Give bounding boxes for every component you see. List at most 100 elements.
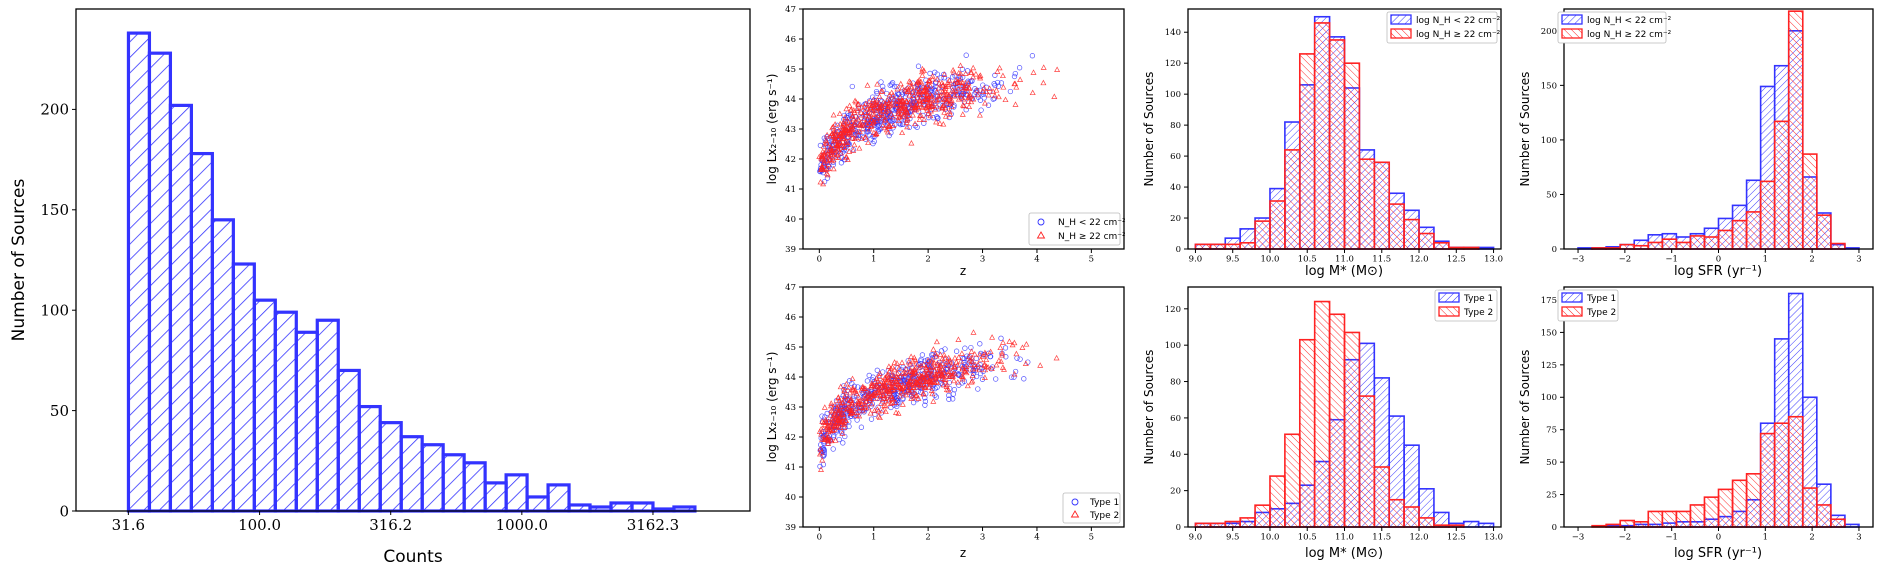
- scatter-point: [908, 139, 915, 146]
- scatter-point: [977, 341, 983, 347]
- scatter-point: [859, 397, 866, 403]
- y-ticks: 39 40 41 42 43 44 45 46 47: [785, 5, 803, 255]
- x-tick-label: 2: [1809, 533, 1814, 543]
- scatter-point: [840, 413, 847, 420]
- scatter-point: [894, 85, 901, 92]
- scatter-point: [840, 440, 846, 446]
- x-axis-label: z: [960, 546, 966, 560]
- scatter-point: [889, 113, 896, 120]
- scatter-point: [981, 84, 988, 91]
- scatter-point: [890, 372, 897, 379]
- scatter-point: [821, 404, 828, 410]
- histogram-bar: [1759, 432, 1776, 528]
- x-tick-label: 12.0: [1410, 255, 1429, 265]
- scatter-point: [823, 138, 830, 145]
- scatter-point: [874, 367, 880, 373]
- scatter-point: [873, 115, 880, 121]
- scatter-point: [876, 93, 883, 99]
- scatter-point: [847, 125, 854, 132]
- scatter-point: [997, 344, 1004, 351]
- scatter-point: [868, 383, 875, 390]
- histogram-bar: [1703, 496, 1720, 528]
- scatter-point: [912, 98, 919, 104]
- scatter-point: [867, 123, 874, 129]
- histogram-bar: [126, 31, 152, 513]
- scatter-point: [981, 361, 988, 367]
- scatter-point: [955, 354, 962, 360]
- y-axis-label: Number of Sources: [9, 178, 29, 341]
- x-tick-label: 316.2: [369, 516, 412, 534]
- scatter-point: [1011, 370, 1018, 377]
- scatter-point: [889, 399, 896, 405]
- scatter-point: [920, 390, 927, 397]
- scatter-point: [950, 68, 957, 75]
- scatter-point: [824, 434, 831, 441]
- scatter-point: [1013, 350, 1020, 357]
- histogram-bar: [1343, 331, 1361, 528]
- scatter-point: [886, 132, 892, 139]
- scatter-point: [962, 368, 969, 375]
- scatter-point: [899, 129, 906, 136]
- y-tick-label: 40: [1170, 450, 1181, 460]
- scatter-point: [857, 122, 864, 128]
- scatter-point: [910, 92, 917, 99]
- scatter-point: [863, 398, 870, 404]
- scatter-point: [922, 402, 928, 408]
- scatter-point: [908, 95, 915, 102]
- scatter-point: [854, 114, 861, 121]
- scatter-point: [818, 431, 825, 437]
- scatter-point: [970, 329, 977, 335]
- scatter-point: [857, 120, 864, 127]
- scatter-point: [1029, 89, 1036, 96]
- y-tick-label: 60: [1170, 152, 1181, 162]
- x-tick-label: −2: [1619, 533, 1632, 543]
- scatter-point: [835, 394, 842, 401]
- scatter-point: [1054, 66, 1061, 72]
- scatter-point: [889, 80, 896, 86]
- scatter-point: [827, 427, 834, 434]
- mstar-histogram-nh: 9.0 9.5 10.0 10.5 11.0 11.5 12.0 12.5 13.0 0 20 40…: [1142, 8, 1503, 279]
- scatter-point: [969, 365, 976, 372]
- scatter-point: [981, 374, 988, 380]
- scatter-point: [864, 116, 871, 122]
- y-tick-label: 25: [1546, 491, 1557, 501]
- histogram-bar: [231, 262, 256, 513]
- scatter-point: [922, 398, 929, 405]
- histogram-bars: [1577, 10, 1860, 250]
- histogram-bar: [1224, 520, 1241, 528]
- scatter-point: [819, 155, 826, 162]
- scatter-point: [924, 362, 931, 368]
- y-axis-label: Number of Sources: [1142, 72, 1156, 187]
- legend-swatch: [1390, 28, 1412, 39]
- histogram-bar: [1745, 211, 1762, 250]
- scatter-point: [897, 372, 904, 379]
- scatter-point: [909, 111, 916, 118]
- histogram-bar: [546, 483, 571, 513]
- scatter-point: [919, 65, 926, 72]
- scatter-point: [928, 378, 935, 385]
- scatter-point: [853, 98, 859, 105]
- legend: log N_H < 22 cm⁻² log N_H ≥ 22 cm⁻²: [1557, 11, 1672, 44]
- scatter-point: [942, 113, 949, 119]
- triangle-marker-icon: [1070, 510, 1080, 518]
- scatter-point: [854, 128, 861, 135]
- scatter-point: [882, 102, 888, 108]
- scatter-point: [927, 83, 934, 89]
- histogram-bar: [1328, 313, 1346, 528]
- y-tick-label: 45: [785, 343, 796, 353]
- scatter-point: [940, 368, 947, 374]
- scatter-point: [895, 381, 902, 388]
- scatter-point: [821, 436, 828, 443]
- scatter-point: [885, 363, 892, 369]
- circle-marker-icon: [1037, 218, 1045, 226]
- scatter-point: [950, 377, 957, 384]
- scatter-point: [919, 72, 926, 78]
- scatter-point: [896, 393, 903, 399]
- scatter-point: [936, 95, 943, 102]
- scatter-point: [864, 105, 871, 112]
- scatter-point: [870, 96, 877, 102]
- scatter-point: [1000, 84, 1007, 90]
- scatter-point: [931, 86, 937, 92]
- scatter-point: [939, 373, 946, 379]
